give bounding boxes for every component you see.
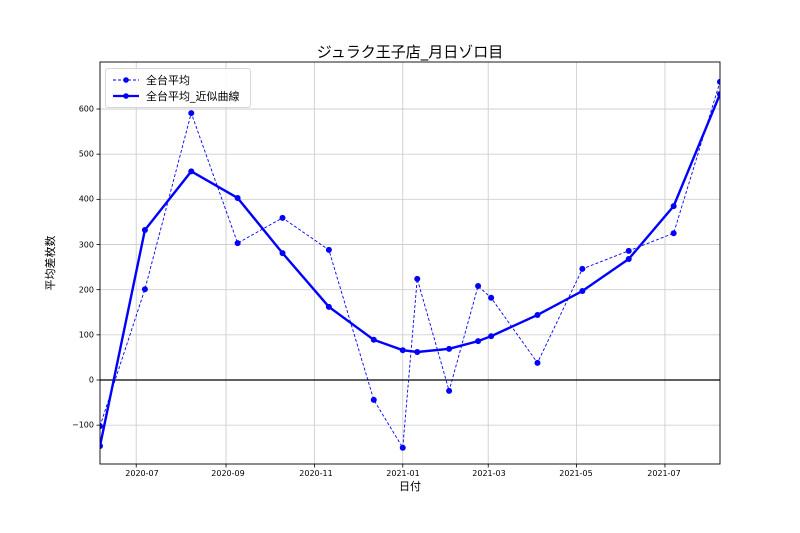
y-tick-label: 200: [78, 285, 94, 295]
data-point-marker: [475, 283, 482, 290]
data-point-marker: [234, 194, 241, 201]
y-tick-label: 0: [88, 375, 94, 385]
data-point-marker: [325, 246, 332, 253]
data-point-marker: [446, 387, 453, 394]
data-point-marker: [625, 247, 632, 254]
dashed-line-marker-icon: [113, 77, 139, 83]
data-point-marker: [399, 444, 406, 451]
y-tick-label: 100: [78, 330, 94, 340]
data-point-marker: [625, 255, 632, 262]
solid-line-marker-icon: [113, 93, 139, 99]
x-tick-label: 2021-01: [386, 469, 420, 478]
x-tick-label: 2021-07: [647, 469, 681, 478]
x-tick-label: 2021-05: [559, 469, 593, 478]
data-point-marker: [399, 347, 406, 354]
data-point-marker: [188, 110, 195, 117]
data-point-marker: [370, 336, 377, 343]
data-point-marker: [717, 91, 720, 98]
data-point-marker: [670, 203, 677, 210]
data-point-marker: [414, 275, 421, 282]
data-point-marker: [100, 423, 103, 430]
data-point-marker: [370, 396, 377, 403]
x-tick-label: 2020-09: [211, 469, 245, 478]
x-tick-label: 2020-07: [125, 469, 159, 478]
data-point-marker: [475, 338, 482, 345]
data-point-marker: [279, 250, 286, 257]
data-point-marker: [534, 311, 541, 318]
x-tick-label: 2021-03: [472, 469, 506, 478]
data-point-marker: [488, 294, 495, 301]
data-point-marker: [579, 288, 586, 295]
data-point-marker: [325, 303, 332, 310]
series-trend: [100, 91, 720, 449]
data-point-marker: [188, 168, 195, 175]
y-tick-label: 600: [78, 104, 94, 114]
data-point-marker: [100, 442, 103, 449]
y-tick-label: −100: [72, 420, 94, 430]
x-axis-label: 日付: [399, 480, 421, 493]
data-point-marker: [488, 333, 495, 340]
data-point-marker: [534, 359, 541, 366]
x-tick-label: 2020-11: [299, 469, 333, 478]
y-tick-label: 300: [78, 240, 94, 250]
legend-item-trend: 全台平均_近似曲線: [112, 88, 240, 104]
data-point-marker: [579, 265, 586, 272]
legend-item-average: 全台平均: [112, 72, 190, 88]
chart-legend: 全台平均 全台平均_近似曲線: [105, 68, 251, 108]
data-point-marker: [670, 230, 677, 237]
data-point-marker: [141, 227, 148, 234]
data-point-marker: [234, 240, 241, 247]
axes-frame: [99, 61, 721, 465]
legend-label: 全台平均: [146, 74, 190, 87]
y-tick-label: 500: [78, 149, 94, 159]
data-point-marker: [279, 214, 286, 221]
data-point-marker: [141, 286, 148, 293]
data-point-marker: [446, 345, 453, 352]
legend-label: 全台平均_近似曲線: [146, 90, 240, 103]
y-axis-label: 平均差枚数: [44, 235, 57, 291]
data-point-marker: [414, 348, 421, 355]
y-tick-label: 400: [78, 194, 94, 204]
series-average: [100, 78, 720, 451]
data-point-marker: [717, 78, 720, 85]
chart-title: ジュラク王子店_月日ゾロ目: [316, 43, 504, 61]
